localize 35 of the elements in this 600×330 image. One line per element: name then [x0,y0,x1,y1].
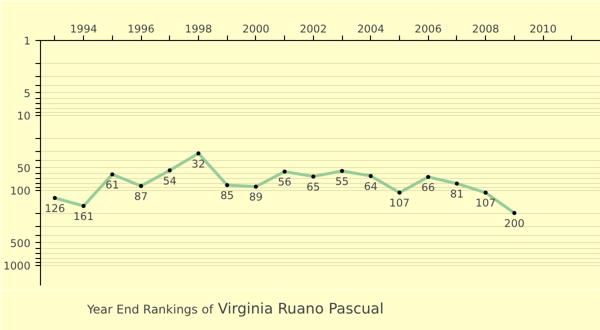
data-label: 89 [249,190,263,204]
x-tick-label: 1996 [127,22,155,36]
y-tick-label: 1 [24,34,30,48]
x-tick-label: 2006 [414,22,442,36]
x-tick-label: 2010 [530,22,557,36]
data-label: 85 [220,189,234,202]
x-tick-label: 2008 [472,22,500,36]
data-label: 66 [421,180,436,194]
data-label: 54 [162,174,177,188]
data-label: 65 [306,180,320,194]
data-label: 161 [73,210,94,223]
y-tick-label: 1000 [3,259,31,272]
x-tick-label: 1998 [184,22,212,36]
data-label: 61 [106,178,120,192]
data-label: 64 [364,180,378,193]
y-tick-label: 50 [16,162,31,175]
y-tick-label: 100 [10,184,31,198]
x-tick-label: 1994 [70,22,98,36]
data-label: 126 [44,202,66,216]
y-tick-label: 5 [24,86,30,100]
text: Year End Rankings of [86,302,214,316]
x-tick-label: 2002 [300,22,327,36]
data-label: 87 [134,190,148,203]
data-label: 32 [192,157,206,170]
x-tick-label: 2000 [242,22,270,36]
data-label: 81 [450,188,464,201]
text: Virginia Ruano Pascual [218,300,384,318]
x-tick-label: 2004 [357,22,385,36]
data-label: 107 [475,196,496,210]
data-label: 56 [278,176,292,189]
data-label: 55 [335,175,349,188]
data-label: 200 [504,217,525,230]
y-tick-label: 10 [16,109,31,122]
y-tick-label: 500 [10,236,31,250]
data-label: 107 [389,196,410,210]
